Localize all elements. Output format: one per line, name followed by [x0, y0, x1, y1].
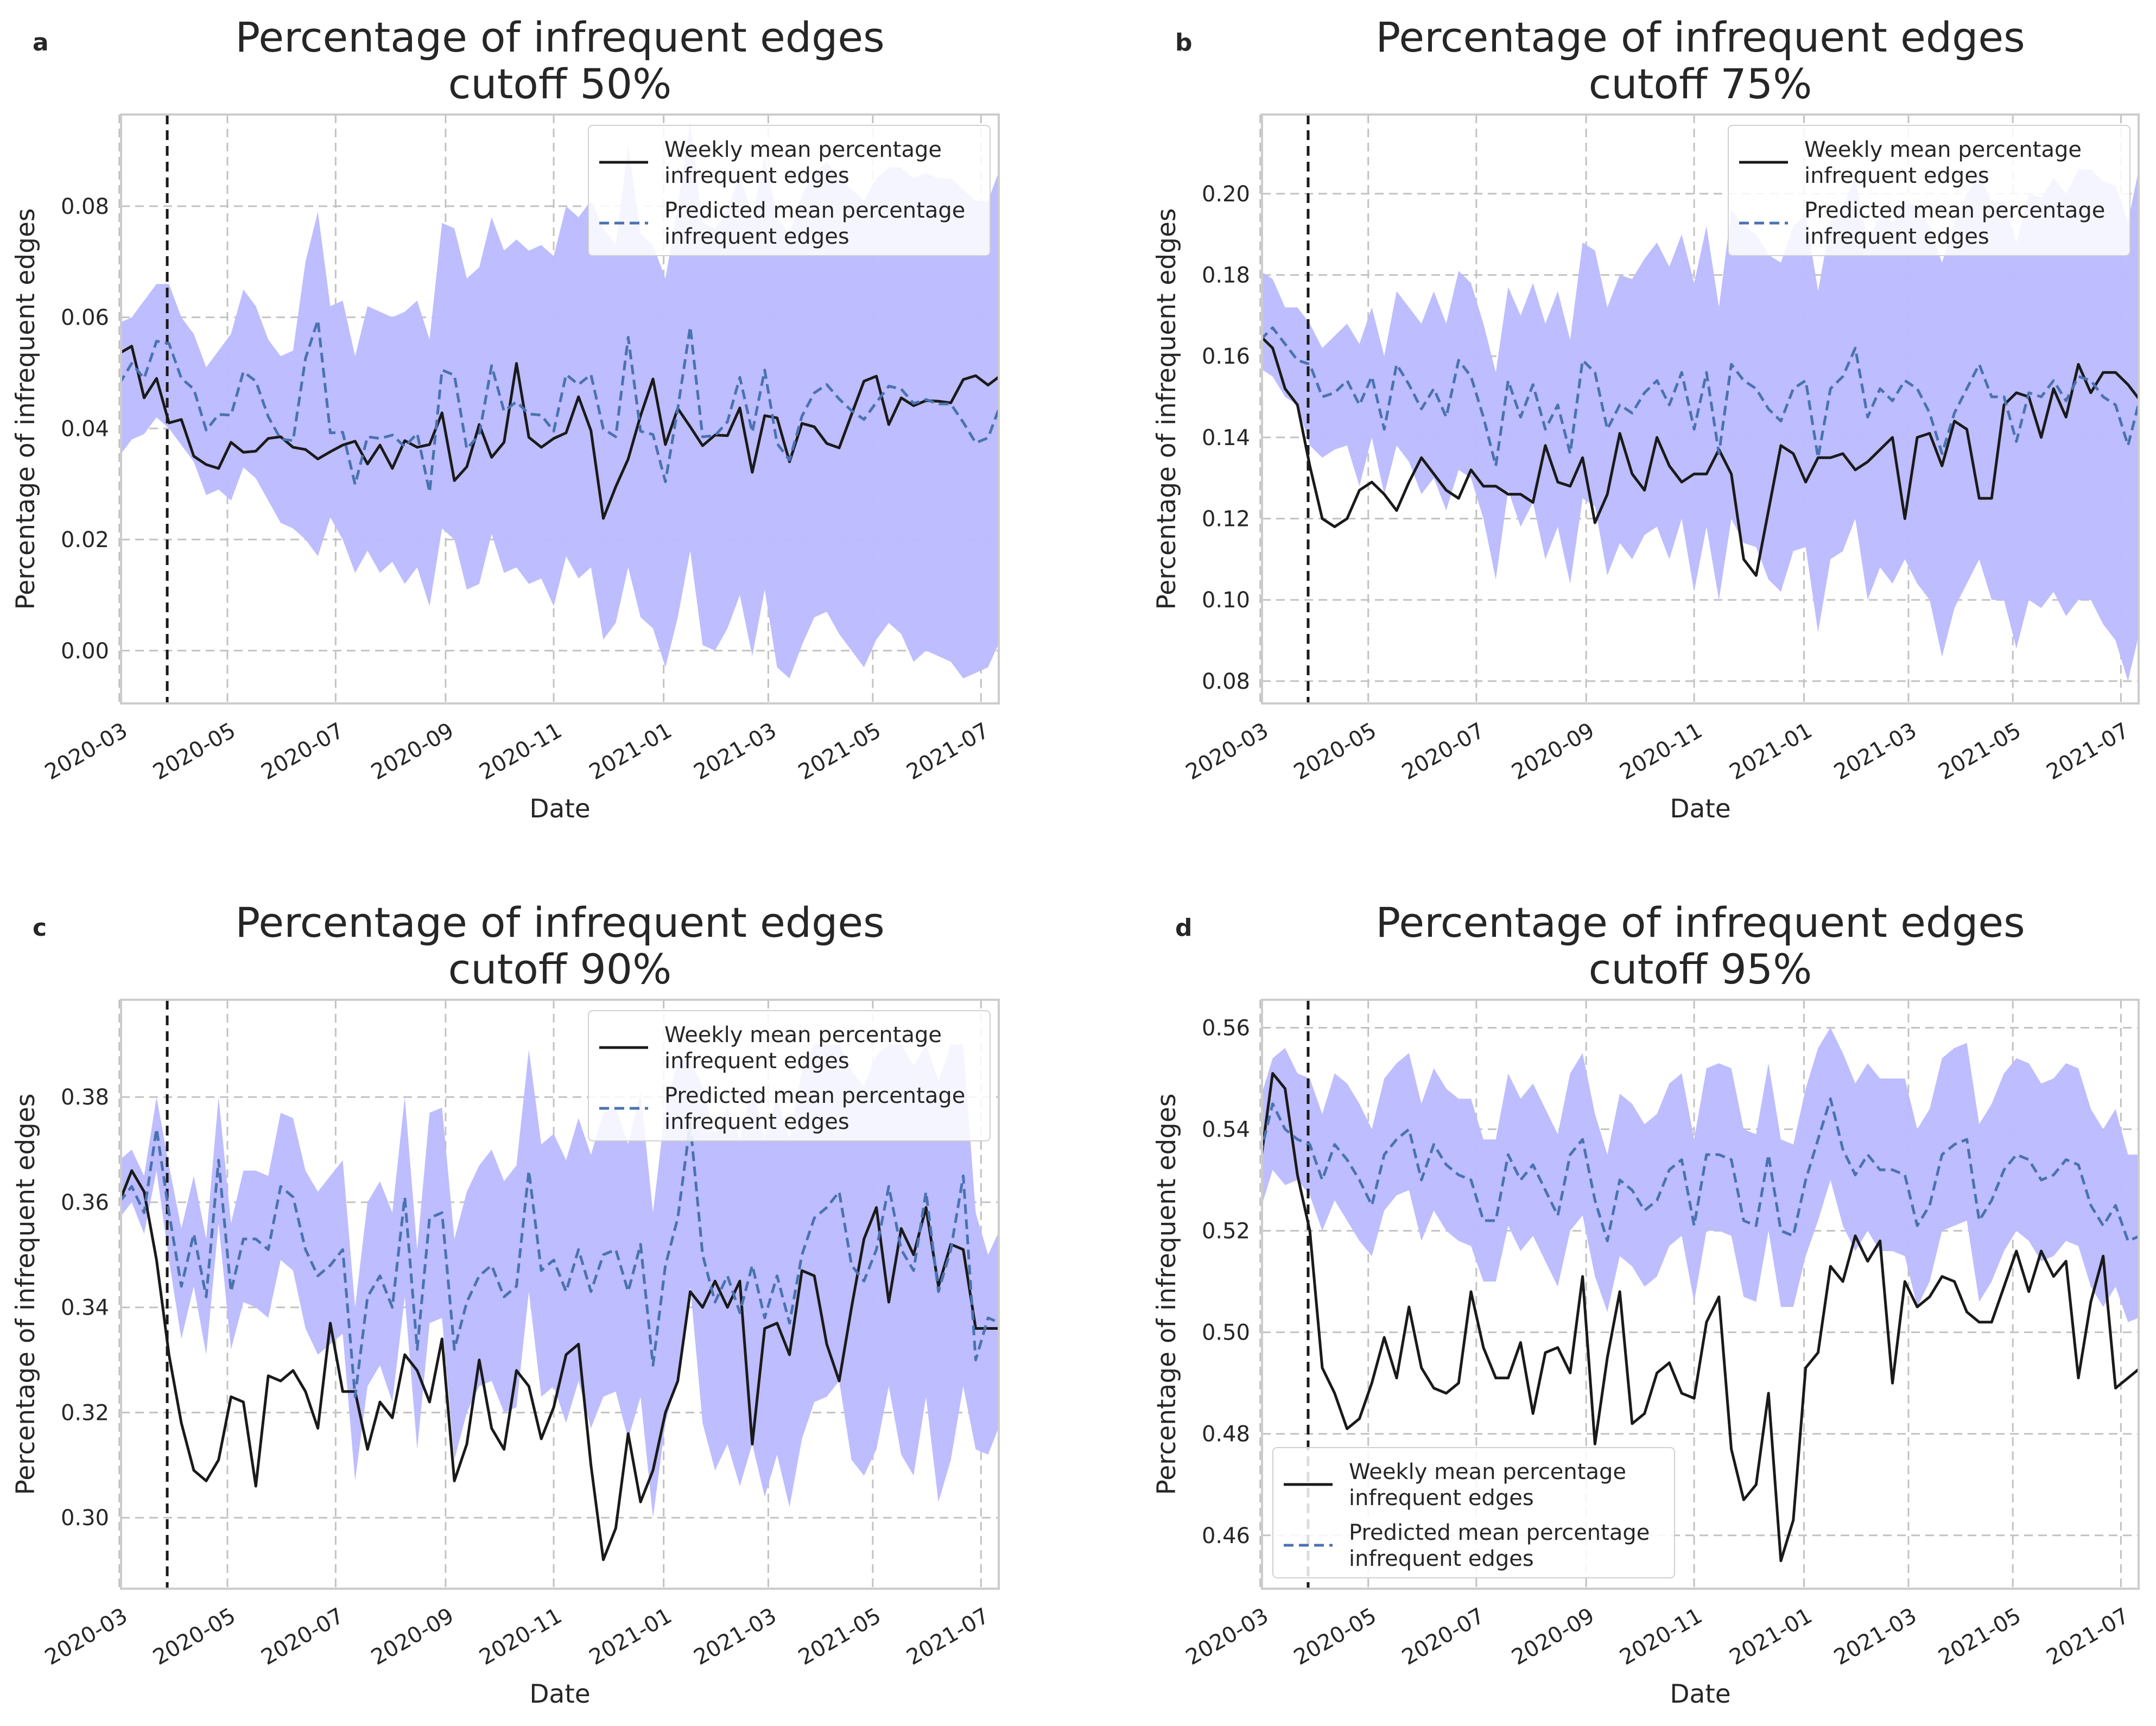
y-tick-label: 0.54: [1202, 1118, 1250, 1143]
legend-box: [588, 1010, 991, 1141]
chart-title-line: cutoff 95%: [1589, 945, 1812, 993]
axes-frame: [120, 999, 1000, 1590]
y-tick-label: 0.10: [1202, 588, 1250, 613]
legend-box: [588, 125, 991, 256]
legend-predicted-label: Predicted mean percentage infrequent edge…: [1804, 198, 2105, 249]
legend-weekly-label-line: infrequent edges: [1804, 163, 1989, 188]
x-axis-label: Date: [1670, 794, 1730, 824]
predicted-mean-line: [1262, 1097, 2139, 1242]
y-tick-label: 0.08: [1202, 669, 1250, 694]
axes-frame: [1261, 999, 2140, 1590]
x-axis-label: Date: [529, 794, 590, 824]
y-tick-label: 0.34: [61, 1296, 109, 1321]
panel-letter: b: [1175, 29, 1193, 56]
panel-letter: c: [33, 914, 47, 942]
chart-title: Percentage of infrequent edges cutoff 90%: [235, 898, 884, 993]
predicted-mean-line: [121, 1122, 999, 1398]
y-tick-label: 0.38: [61, 1085, 109, 1110]
chart-title-line: Percentage of infrequent edges: [1375, 898, 2025, 947]
chart-title-line: Percentage of infrequent edges: [1375, 13, 2025, 61]
legend-weekly-label: Weekly mean percentage infrequent edges: [1349, 1460, 1626, 1511]
weekly-mean-line: [1262, 1072, 2139, 1563]
y-axis-label: Percentage of infrequent edges: [1152, 1094, 1182, 1495]
y-tick-label: 0.04: [61, 416, 109, 441]
y-tick-label: 0.06: [61, 306, 109, 331]
prediction-band: [1262, 1027, 2139, 1322]
chart-title: Percentage of infrequent edges cutoff 95%: [1375, 898, 2025, 993]
y-axis-label: Percentage of infrequent edges: [1152, 208, 1182, 610]
chart-title-line: Percentage of infrequent edges: [235, 898, 884, 947]
predicted-mean-line: [1262, 326, 2139, 467]
legend-predicted-label: Predicted mean percentage infrequent edge…: [1349, 1520, 1650, 1571]
chart-title-line: cutoff 75%: [1589, 60, 1812, 108]
y-axis-label: Percentage of infrequent edges: [11, 1094, 41, 1495]
legend-weekly-label-line: infrequent edges: [664, 163, 849, 188]
chart-title: Percentage of infrequent edges cutoff 75%: [1375, 13, 2025, 108]
x-axis-label: Date: [1670, 1679, 1730, 1709]
panel-letter: d: [1175, 914, 1193, 942]
y-tick-label: 0.16: [1202, 344, 1250, 369]
predicted-mean-line: [121, 319, 999, 494]
chart-title: Percentage of infrequent edges cutoff 50%: [235, 13, 884, 108]
legend-predicted-label-line: Predicted mean percentage: [664, 1083, 965, 1108]
chart-title-line: cutoff 90%: [448, 945, 672, 993]
legend-predicted-label-line: infrequent edges: [664, 224, 849, 249]
legend-weekly-label-line: Weekly mean percentage: [664, 137, 942, 162]
axes-frame: [120, 113, 1000, 705]
legend-predicted-label-line: Predicted mean percentage: [1804, 198, 2105, 223]
chart-title-line: cutoff 50%: [448, 60, 672, 108]
legend: Weekly mean percentage infrequent edgesPr…: [1728, 125, 2130, 256]
legend-weekly-label-line: infrequent edges: [664, 1049, 849, 1074]
legend-predicted-label-line: infrequent edges: [1804, 224, 1989, 249]
y-tick-label: 0.02: [61, 528, 109, 553]
plot-area-b: [1262, 115, 2139, 703]
prediction-band: [121, 1044, 999, 1518]
legend-predicted-label: Predicted mean percentage infrequent edge…: [664, 1083, 965, 1134]
y-tick-label: 0.46: [1202, 1524, 1250, 1549]
axes-frame: [1261, 113, 2140, 705]
legend-box: [1728, 125, 2130, 256]
legend-weekly-label: Weekly mean percentage infrequent edges: [664, 1023, 942, 1074]
plot-area-a: [121, 115, 999, 703]
chart-title-line: Percentage of infrequent edges: [235, 13, 884, 61]
y-tick-label: 0.12: [1202, 507, 1250, 532]
prediction-band: [1262, 169, 2139, 681]
legend-weekly-label-line: Weekly mean percentage: [664, 1023, 942, 1048]
legend: Weekly mean percentage infrequent edgesPr…: [588, 1010, 991, 1141]
legend: Weekly mean percentage infrequent edgesPr…: [588, 125, 991, 256]
legend-weekly-label: Weekly mean percentage infrequent edges: [664, 137, 942, 188]
legend-weekly-label-line: infrequent edges: [1349, 1486, 1534, 1511]
weekly-mean-line: [1262, 335, 2139, 577]
legend-predicted-label-line: infrequent edges: [1349, 1546, 1534, 1571]
legend-weekly-label-line: Weekly mean percentage: [1349, 1460, 1626, 1484]
legend-predicted-label-line: Predicted mean percentage: [664, 198, 965, 223]
legend-predicted-label-line: Predicted mean percentage: [1349, 1520, 1650, 1545]
y-tick-label: 0.52: [1202, 1219, 1250, 1244]
plot-area-c: [121, 1000, 999, 1589]
y-tick-label: 0.50: [1202, 1321, 1250, 1346]
y-axis-label: Percentage of infrequent edges: [11, 208, 41, 610]
y-tick-label: 0.08: [61, 194, 109, 219]
y-tick-label: 0.20: [1202, 182, 1250, 207]
weekly-mean-line: [121, 1169, 999, 1562]
legend-weekly-label: Weekly mean percentage infrequent edges: [1804, 137, 2082, 188]
legend: Weekly mean percentage infrequent edgesPr…: [1272, 1447, 1675, 1578]
y-tick-label: 0.14: [1202, 426, 1250, 450]
y-tick-label: 0.00: [61, 639, 109, 664]
legend-predicted-label-line: infrequent edges: [664, 1109, 849, 1134]
legend-predicted-label: Predicted mean percentage infrequent edge…: [664, 198, 965, 249]
y-tick-label: 0.30: [61, 1506, 109, 1531]
weekly-mean-line: [121, 345, 999, 520]
panel-letter: a: [33, 29, 49, 56]
legend-weekly-label-line: Weekly mean percentage: [1804, 137, 2082, 162]
y-tick-label: 0.56: [1202, 1016, 1250, 1040]
x-axis-label: Date: [529, 1679, 590, 1709]
y-tick-label: 0.48: [1202, 1422, 1250, 1447]
y-tick-label: 0.18: [1202, 263, 1250, 288]
y-tick-label: 0.32: [61, 1400, 109, 1425]
y-tick-label: 0.36: [61, 1190, 109, 1215]
legend-box: [1272, 1447, 1675, 1578]
